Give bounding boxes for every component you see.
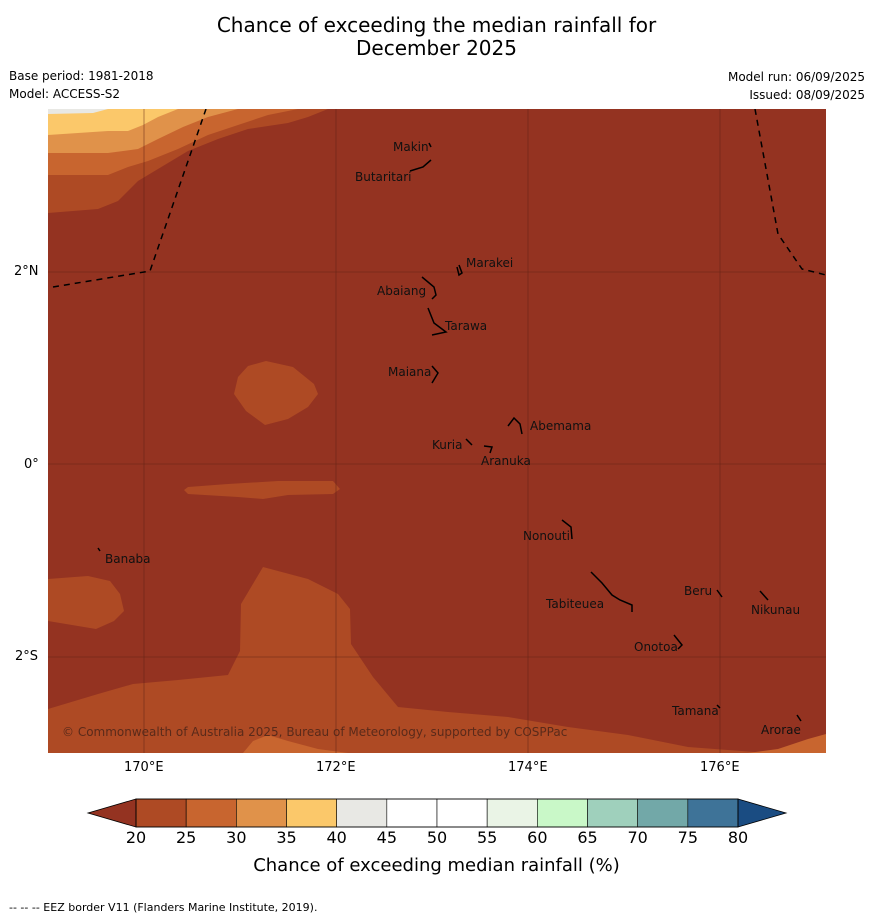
- colorbar-over-arrow: [737, 798, 788, 828]
- colorbar-tick-label: 40: [326, 828, 347, 847]
- colorbar-tick-label: 50: [426, 828, 448, 847]
- model-text: Model: ACCESS-S2: [9, 87, 121, 101]
- place-label-maiana: Maiana: [388, 365, 432, 379]
- graticule: [48, 109, 826, 753]
- place-label-kuria: Kuria: [432, 438, 463, 452]
- colorbar-tick-label: 60: [527, 828, 548, 847]
- place-label-abaiang: Abaiang: [377, 284, 427, 298]
- island-tarawa: [427, 307, 448, 336]
- eez-footnote: -- -- -- EEZ border V11 (Flanders Marine…: [9, 901, 318, 914]
- colorbar-tick-label: 20: [125, 828, 147, 847]
- island-abaiang: [421, 276, 437, 300]
- colorbar-tick-label: 35: [276, 828, 297, 847]
- colorbar-tick-label: 55: [476, 828, 498, 847]
- island-arorae: [796, 714, 802, 722]
- lat-label-2s: 2°S: [15, 649, 39, 664]
- base-period-text: Base period: 1981-2018: [9, 69, 154, 83]
- island-nonouti: [561, 519, 573, 540]
- island-marakei: [456, 264, 463, 277]
- colorbar-cell: [236, 798, 287, 828]
- colorbar-cell: [135, 798, 187, 828]
- colorbar-cell: [336, 798, 388, 828]
- colorbar-cell: [637, 798, 689, 828]
- region-20-25-west: [48, 576, 124, 629]
- place-label-marakei: Marakei: [466, 256, 514, 270]
- eez-border: [52, 109, 826, 288]
- island-kuria: [465, 438, 473, 446]
- place-label-nonouti: Nonouti: [523, 529, 570, 543]
- place-label-onotoa: Onotoa: [634, 640, 678, 654]
- island-makin: [428, 142, 432, 148]
- map-canvas: [48, 109, 826, 753]
- place-label-beru: Beru: [684, 584, 713, 598]
- model-run-text: Model run: 06/09/2025: [727, 70, 865, 84]
- island-maiana: [431, 365, 439, 384]
- colorbar-tick-label: 80: [727, 828, 749, 847]
- place-label-makin: Makin: [393, 140, 429, 154]
- region-25-30-southeast: [748, 734, 826, 753]
- lon-label-174e: 174°E: [508, 760, 548, 775]
- colorbar-cell: [185, 798, 237, 828]
- colorbar-cell: [436, 798, 488, 828]
- colorbar-cell: [486, 798, 538, 828]
- island-banaba: [97, 547, 101, 552]
- place-label-tarawa: Tarawa: [445, 319, 488, 333]
- place-label-aranuka: Aranuka: [481, 454, 531, 468]
- place-label-butaritari: Butaritari: [355, 170, 412, 184]
- rainfall-map: Makin Butaritari Marakei Abaiang Tarawa …: [48, 109, 826, 753]
- colorbar-cell: [386, 798, 438, 828]
- place-label-nikunau: Nikunau: [751, 603, 801, 617]
- chart-title-line1: Chance of exceeding the median rainfall …: [216, 13, 657, 37]
- region-20-25-south: [48, 567, 768, 753]
- colorbar-tick-label: 30: [226, 828, 247, 847]
- copyright-text: © Commonwealth of Australia 2025, Bureau…: [62, 725, 568, 739]
- colorbar-tick-label: 65: [577, 828, 598, 847]
- colorbar-cell: [537, 798, 588, 828]
- place-label-arorae: Arorae: [761, 723, 801, 737]
- colorbar-tick-label: 25: [175, 828, 197, 847]
- colorbar-cell: [286, 798, 337, 828]
- island-nikunau: [759, 590, 769, 601]
- place-label-abemama: Abemama: [530, 419, 592, 433]
- island-beru: [716, 589, 723, 598]
- colorbar: [86, 798, 788, 828]
- island-tamana: [716, 704, 721, 709]
- region-35-40: [48, 109, 178, 135]
- colorbar-title: Chance of exceeding median rainfall (%): [253, 855, 620, 876]
- lat-label-2n: 2°N: [14, 264, 39, 279]
- colorbar-tick-label: 70: [627, 828, 648, 847]
- island-tabiteuea: [590, 571, 633, 612]
- issued-text: Issued: 08/09/2025: [749, 88, 865, 102]
- island-abemama: [507, 416, 523, 435]
- place-label-tabiteuea: Tabiteuea: [546, 597, 605, 611]
- lon-label-176e: 176°E: [700, 760, 740, 775]
- region-below-20: [48, 109, 826, 753]
- colorbar-tick-label: 75: [677, 828, 698, 847]
- place-label-tamana: Tamana: [672, 704, 719, 718]
- colorbar-frame: [135, 798, 739, 828]
- island-butaritari: [409, 159, 432, 172]
- colorbar-tick-label: 45: [376, 828, 397, 847]
- place-label-banaba: Banaba: [105, 552, 151, 566]
- chart-title-line2: December 2025: [356, 36, 517, 60]
- colorbar-under-arrow: [86, 798, 137, 828]
- region-25-30-south: [243, 735, 348, 753]
- region-20-25-strip: [184, 481, 340, 499]
- island-outlines: [97, 142, 802, 722]
- colorbar-cell: [587, 798, 638, 828]
- lon-label-170e: 170°E: [124, 760, 164, 775]
- region-20-25-blob-north: [234, 361, 318, 425]
- colorbar-cell: [687, 798, 739, 828]
- region-40-45: [48, 109, 108, 114]
- island-aranuka: [483, 445, 494, 454]
- lon-label-172e: 172°E: [316, 760, 356, 775]
- island-onotoa: [673, 634, 684, 650]
- lat-label-0: 0°: [24, 457, 39, 472]
